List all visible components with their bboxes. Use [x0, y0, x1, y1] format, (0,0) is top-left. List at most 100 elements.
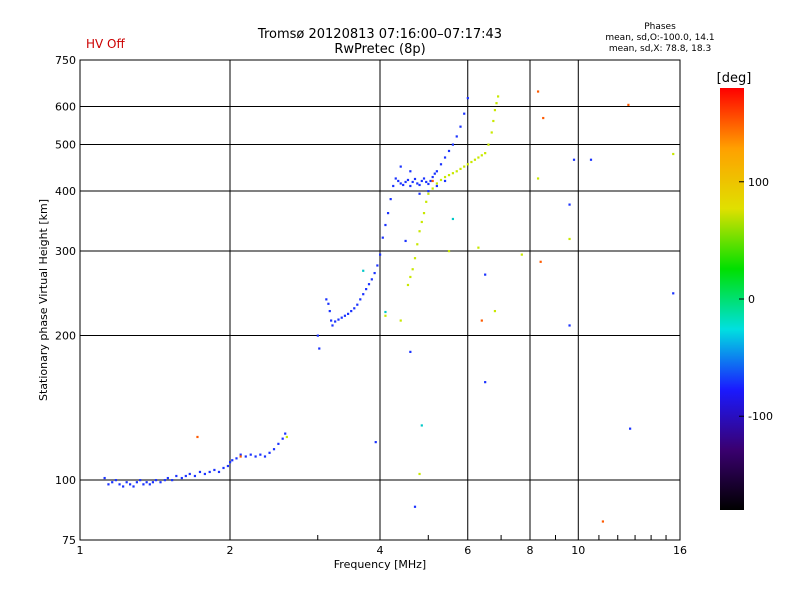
data-point — [399, 165, 402, 168]
plot-frame — [79, 59, 681, 541]
y-tick-label: 600 — [55, 101, 76, 114]
x-axis-ticks: 1 2 4 6 8 10 16 — [77, 535, 687, 557]
data-point — [188, 472, 191, 476]
data-point — [629, 427, 632, 430]
data-point — [198, 470, 202, 474]
title-line2: RwPretec (8p) — [334, 42, 426, 57]
data-point — [222, 466, 225, 470]
data-point — [413, 177, 417, 181]
data-point — [229, 461, 232, 464]
data-point — [477, 246, 480, 249]
data-point — [367, 283, 371, 286]
y-tick-label: 750 — [55, 54, 76, 67]
data-point — [409, 170, 412, 173]
data-point — [254, 455, 257, 458]
colorbar-tick-label: 100 — [748, 176, 769, 189]
data-point — [125, 481, 128, 484]
colorbar-label: [deg] — [717, 71, 752, 86]
data-point — [466, 97, 469, 100]
data-point — [343, 314, 347, 317]
data-point — [389, 198, 392, 201]
grid-lines — [80, 60, 680, 540]
data-point — [159, 481, 162, 484]
data-point — [416, 182, 419, 185]
data-point — [418, 230, 421, 233]
data-point — [107, 483, 110, 486]
data-point — [151, 481, 155, 484]
data-point — [145, 481, 148, 484]
data-point — [142, 483, 145, 486]
data-point — [397, 179, 400, 183]
data-point — [495, 102, 498, 105]
data-point — [672, 152, 675, 156]
data-point — [568, 324, 571, 327]
colorbar-tick-label: 0 — [748, 293, 755, 306]
data-point — [180, 476, 183, 480]
data-point — [402, 183, 405, 187]
x-tick-label: 2 — [227, 544, 234, 557]
chart-title: Tromsø 20120813 07:16:00–07:17:43 RwPret… — [180, 27, 580, 57]
data-point — [239, 455, 242, 458]
x-tick-label: 4 — [377, 544, 384, 557]
data-point — [231, 459, 234, 462]
data-point — [451, 143, 455, 146]
data-point — [463, 165, 466, 168]
data-point — [331, 324, 334, 327]
data-point — [411, 268, 414, 271]
data-point — [399, 319, 402, 322]
data-point — [435, 184, 438, 188]
data-point — [365, 288, 368, 291]
data-point — [381, 236, 384, 239]
data-point — [394, 177, 397, 180]
data-point — [542, 116, 545, 120]
data-point — [420, 220, 423, 224]
data-point — [340, 316, 343, 319]
data-point — [601, 520, 605, 523]
data-point — [263, 455, 267, 458]
data-point — [431, 179, 434, 183]
data-point — [409, 275, 412, 279]
data-point — [213, 468, 216, 472]
x-tick-label: 16 — [673, 544, 687, 557]
data-point — [409, 184, 412, 188]
data-point — [463, 112, 466, 115]
data-point — [111, 481, 114, 484]
phases-o-stats: mean, sd,O:-100.0, 14.1 — [605, 33, 715, 43]
data-point — [386, 212, 390, 215]
data-point — [418, 472, 421, 476]
data-point — [433, 172, 436, 175]
data-point — [447, 149, 451, 153]
data-point — [318, 347, 321, 350]
data-point — [443, 179, 447, 183]
data-point — [316, 334, 319, 337]
phases-stats: Phases mean, sd,O:-100.0, 14.1 mean, sd,… — [600, 22, 720, 55]
data-point — [132, 485, 135, 488]
data-point — [439, 163, 443, 166]
data-point — [135, 481, 138, 484]
data-point — [429, 179, 432, 183]
data-point — [431, 187, 434, 190]
data-point — [337, 318, 340, 321]
data-point — [484, 152, 487, 155]
data-point — [330, 319, 333, 322]
data-point — [420, 424, 423, 427]
data-point — [353, 307, 356, 310]
data-point — [496, 95, 500, 98]
data-point — [384, 310, 387, 314]
data-point — [477, 156, 480, 159]
y-tick-label: 75 — [62, 534, 76, 547]
data-point — [427, 190, 430, 193]
data-point — [272, 448, 276, 451]
y-tick-label: 400 — [55, 185, 76, 198]
data-point — [443, 175, 447, 179]
data-point — [277, 442, 280, 445]
data-point — [328, 309, 331, 313]
data-point — [484, 381, 487, 384]
data-point — [235, 457, 238, 460]
data-point — [346, 312, 350, 315]
data-point — [520, 253, 523, 256]
y-tick-label: 300 — [55, 245, 76, 258]
data-point — [484, 273, 487, 276]
x-tick-label: 6 — [464, 544, 471, 557]
data-point — [492, 119, 495, 123]
